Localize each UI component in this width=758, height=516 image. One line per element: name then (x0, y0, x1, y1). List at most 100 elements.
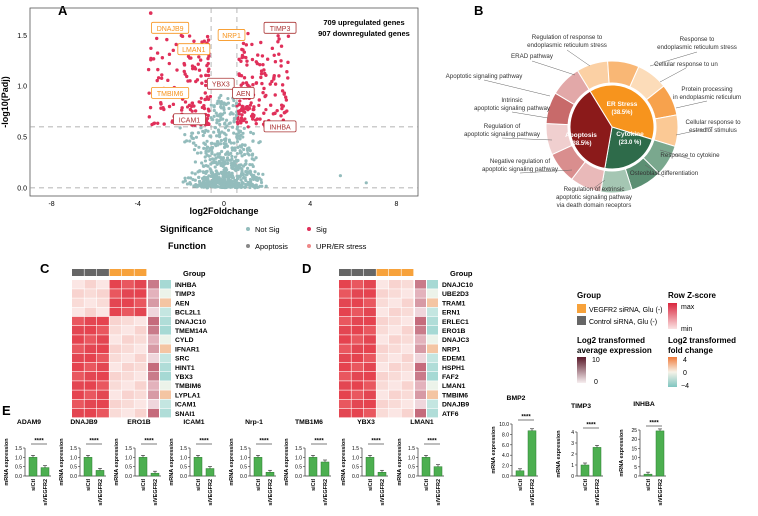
sunburst-leader-line (566, 49, 591, 67)
volcano-point (236, 158, 240, 163)
bar-chart-tick-label: 0.0 (352, 474, 359, 480)
bar-category-label: siVEGFR2 (208, 479, 214, 506)
heatmap-fc-cell (427, 390, 438, 399)
bar-siVEGFR2 (592, 447, 602, 477)
legend-rowz-title: Row Z-score (668, 291, 717, 300)
sunburst-leader-line (519, 169, 573, 174)
volcano-point (285, 69, 289, 74)
volcano-point (219, 115, 223, 119)
heatmap-cell (122, 353, 134, 363)
heatmap-cell (122, 326, 134, 335)
heatmap-cell (109, 289, 122, 298)
volcano-point (208, 157, 212, 162)
volcano-point (222, 138, 227, 142)
heatmap-cell (364, 408, 376, 418)
heatmap-cell (376, 399, 389, 409)
bar-sig-stars: **** (89, 439, 99, 445)
heatmap-avg-cell (415, 372, 426, 381)
volcano-point (151, 57, 156, 61)
volcano-point (284, 98, 289, 102)
volcano-point (218, 122, 222, 127)
volcano-down-count: 907 downregulated genes (318, 29, 410, 38)
bar-category-label: siCtl (368, 479, 374, 491)
volcano-point (193, 172, 197, 176)
volcano-point (220, 112, 225, 116)
bar-chart-tick-label: 1.5 (295, 446, 302, 452)
bar-chart-tick-label: 0.5 (240, 465, 247, 471)
bar-chart-ylabel: mRNA expression (491, 426, 497, 474)
heatmap-group-cell (97, 269, 109, 276)
heatmap-cell (389, 372, 401, 381)
volcano-point (210, 150, 214, 155)
volcano-point (188, 79, 192, 83)
heatmap-fc-cell (160, 362, 171, 372)
sunburst-term-line: Regulation of extrinsic (564, 186, 625, 193)
heatmap-cell (364, 289, 376, 298)
heatmap-cell (109, 298, 122, 307)
volcano-point (195, 151, 200, 155)
bar-chart-tick-label: 0.5 (408, 465, 415, 471)
heatmap-fc-cell (160, 335, 171, 344)
volcano-point (201, 170, 205, 174)
volcano-point (251, 139, 255, 143)
volcano-point (146, 67, 151, 72)
volcano-point (230, 182, 234, 186)
volcano-point (202, 106, 207, 111)
heatmap-group-cell (351, 269, 364, 276)
volcano-point (252, 158, 256, 162)
heatmap-gene-label: NRP1 (442, 346, 460, 353)
volcano-xtick: 4 (308, 201, 312, 208)
bar-chart-tick-label: 1.0 (295, 455, 302, 461)
sunburst-term-line: apoptotic signaling pathway (474, 105, 551, 112)
volcano-point (234, 164, 239, 168)
bar-chart-tick-label: 0.0 (15, 474, 22, 480)
bar-siVEGFR2 (320, 461, 330, 477)
volcano-point (201, 164, 205, 168)
heatmap-cell (122, 335, 134, 344)
volcano-ytick: 1.0 (17, 84, 27, 91)
volcano-point (273, 93, 277, 97)
heatmap-avg-cell (148, 381, 159, 390)
heatmap-gene-label: LYPLA1 (175, 392, 201, 399)
heatmap-gene-label: FAF2 (442, 374, 459, 381)
volcano-gene-label-box (173, 113, 206, 126)
legend-uprer-dot (307, 244, 311, 248)
bar-chart-tick-label: 0.0 (125, 474, 132, 480)
volcano-point (213, 173, 217, 177)
bar-category-label: siVEGFR2 (595, 479, 601, 506)
volcano-point (225, 144, 229, 148)
volcano-point (208, 94, 213, 99)
heatmap-cell (401, 326, 414, 335)
bar-chart-tick-label: 4 (571, 430, 574, 436)
volcano-point (272, 77, 276, 81)
volcano-point (234, 101, 239, 105)
heatmap-gene-label: HINT1 (175, 365, 195, 372)
volcano-point (190, 131, 194, 135)
sunburst-outer-slice (554, 70, 590, 106)
heatmap-avg-cell (415, 316, 426, 326)
volcano-point (286, 76, 290, 80)
legend-uprer-label: UPR/ER stress (316, 242, 367, 251)
volcano-point (240, 53, 245, 58)
heatmap-cell (401, 390, 414, 399)
volcano-point (256, 172, 261, 176)
volcano-point (243, 185, 247, 190)
volcano-point (240, 113, 244, 117)
volcano-point (167, 61, 171, 66)
heatmap-cell (97, 326, 109, 335)
volcano-point (277, 37, 281, 41)
volcano-point (199, 126, 203, 130)
volcano-point (215, 134, 219, 138)
volcano-point (187, 34, 192, 38)
volcano-point (235, 136, 239, 141)
bar-chart-tick-label: 20 (631, 437, 637, 443)
volcano-gene-label-box (151, 21, 190, 34)
bar-sig-stars: **** (586, 423, 596, 429)
volcano-point (179, 33, 184, 38)
heatmap-avg-cell (415, 335, 426, 344)
volcano-point (250, 42, 254, 47)
bar-chart-ylabel: mRNA expression (397, 438, 403, 486)
sunburst-term-line: endoplasmic reticulum stress (527, 42, 607, 49)
sunburst-term-line: Osteoblast differentiation (630, 170, 699, 177)
heatmap-fc-cell (427, 353, 438, 363)
